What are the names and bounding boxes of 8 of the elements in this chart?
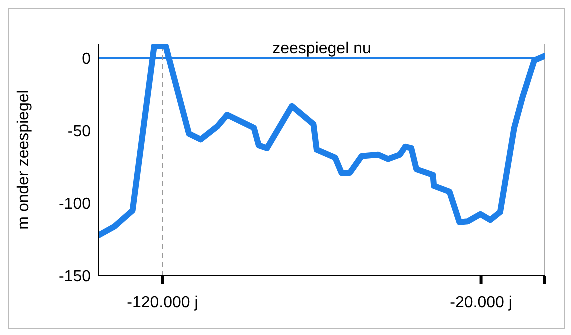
ref-line-label: zeespiegel nu <box>272 40 372 58</box>
y-tick-label: -50 <box>68 124 92 141</box>
y-axis-title: m onder zeespiegel <box>16 90 33 230</box>
x-tick-label: -20.000 j <box>450 294 512 312</box>
x-tick-label: -120.000 j <box>127 294 198 312</box>
y-tick-label: 0 <box>82 51 92 68</box>
y-tick-label: -150 <box>58 268 92 286</box>
y-tick-label: -100 <box>58 196 92 214</box>
